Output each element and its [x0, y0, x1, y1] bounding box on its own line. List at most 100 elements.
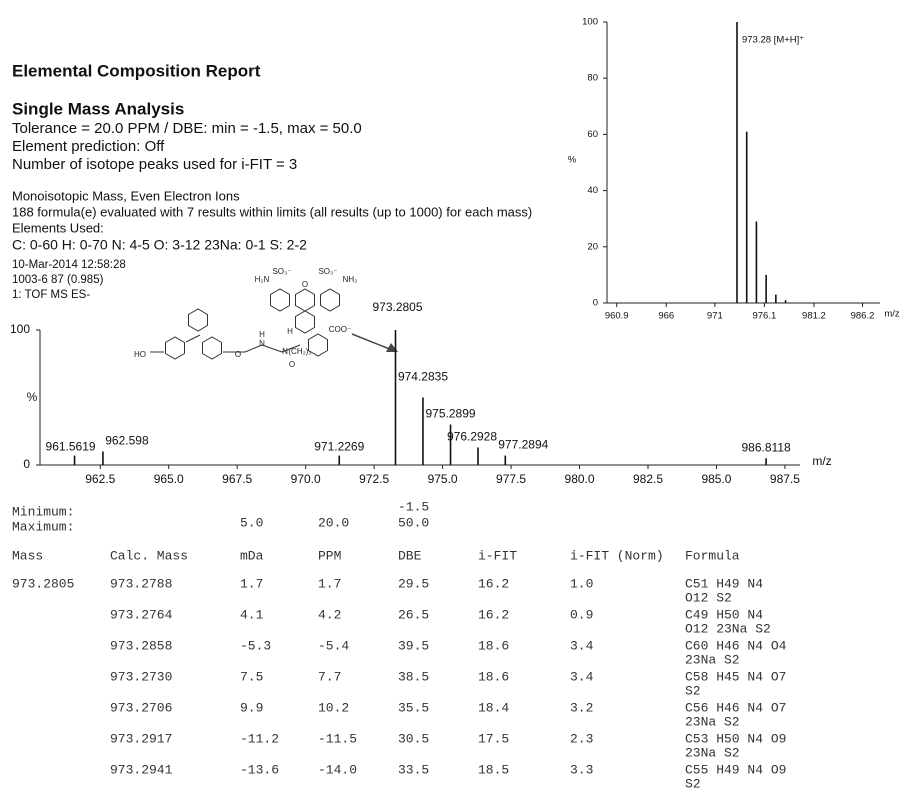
table-cell: 26.5: [398, 607, 429, 622]
section-title: Single Mass Analysis: [12, 99, 184, 118]
table-cell: 9.9: [240, 700, 263, 715]
column-header: PPM: [318, 548, 341, 563]
report-title: Elemental Composition Report: [12, 61, 261, 80]
bond: [185, 334, 201, 343]
max-value: 5.0: [240, 515, 263, 530]
x-tick-label: 981.2: [802, 311, 826, 322]
x-tick-label: 985.0: [701, 472, 731, 486]
table-cell: 18.5: [478, 762, 509, 777]
table-cell: 2.3: [570, 731, 593, 746]
formula-line: O12 23Na S2: [685, 621, 771, 636]
table-cell: 29.5: [398, 576, 429, 591]
x-axis-label: m/z: [884, 309, 900, 320]
molecule-structure: [150, 288, 340, 360]
column-header: Calc. Mass: [110, 548, 188, 563]
structure-label: N: [282, 347, 288, 356]
ring: [320, 288, 340, 312]
y-tick-label: 0: [23, 457, 30, 471]
peak-label: 961.5619: [46, 440, 96, 454]
x-tick-label: 960.9: [605, 311, 629, 322]
x-tick-label: 982.5: [633, 472, 663, 486]
table-cell: 17.5: [478, 731, 509, 746]
formula-line: 23Na S2: [685, 714, 740, 729]
formula-line: S2: [685, 683, 701, 698]
table-cell: 18.6: [478, 638, 509, 653]
x-tick-label: 980.0: [565, 472, 595, 486]
x-tick-label: 972.5: [359, 472, 389, 486]
x-tick-label: 987.5: [770, 472, 800, 486]
y-axis-label: %: [568, 155, 577, 166]
peak-label: 977.2894: [498, 438, 548, 452]
table-cell: -11.5: [318, 731, 357, 746]
table-cell: 35.5: [398, 700, 429, 715]
x-tick-label: 976.1: [752, 311, 776, 322]
min-label: Minimum:: [12, 504, 74, 519]
y-axis-label: %: [27, 390, 38, 404]
peak-label: 974.2835: [398, 370, 448, 384]
y-tick-label: 40: [587, 185, 598, 196]
table-cell: 16.2: [478, 607, 509, 622]
column-header: i-FIT (Norm): [570, 548, 664, 563]
y-tick-label: 100: [10, 322, 30, 336]
table-cell: 18.4: [478, 700, 509, 715]
run-line: 10-Mar-2014 12:58:28: [12, 259, 126, 271]
peak-label: 986.8118: [742, 440, 791, 454]
table-cell: 4.1: [240, 607, 264, 622]
column-header: Formula: [685, 548, 740, 563]
structure-label: SO₃⁻: [272, 267, 291, 276]
formula-line: 23Na S2: [685, 652, 740, 667]
table-cell: 33.5: [398, 762, 429, 777]
x-tick-label: 977.5: [496, 472, 526, 486]
ring: [202, 336, 222, 360]
column-header: i-FIT: [478, 548, 517, 563]
setting-line: Tolerance = 20.0 PPM / DBE: min = -1.5, …: [12, 120, 362, 137]
run-line: 1: TOF MS ES-: [12, 289, 90, 301]
info-line: Elements Used:: [12, 220, 104, 235]
x-tick-label: 975.0: [428, 472, 458, 486]
formula-line: C53 H50 N4 O9: [685, 731, 786, 746]
table-cell: 1.7: [240, 576, 263, 591]
table-cell: 973.2858: [110, 638, 172, 653]
table-cell: 3.3: [570, 762, 593, 777]
table-cell: -5.3: [240, 638, 271, 653]
bond: [261, 344, 283, 353]
structure-label: SO₃⁻: [318, 267, 337, 276]
y-tick-label: 0: [593, 298, 598, 309]
formula-line: C56 H46 N4 O7: [685, 700, 786, 715]
table-cell: -13.6: [240, 762, 279, 777]
peak-annotation: 973.28 [M+H]⁺: [742, 35, 804, 46]
peak-label: 975.2899: [426, 407, 476, 421]
table-cell: 973.2706: [110, 700, 172, 715]
table-cell: 1.7: [318, 576, 341, 591]
formula-line: 23Na S2: [685, 745, 740, 760]
peak-label: 976.2928: [447, 430, 497, 444]
structure-label: N: [259, 339, 265, 348]
x-tick-label: 970.0: [291, 472, 321, 486]
x-tick-label: 965.0: [154, 472, 184, 486]
table-cell: 3.2: [570, 700, 593, 715]
table-cell: 1.0: [570, 576, 593, 591]
max-value: 50.0: [398, 515, 429, 530]
run-line: 1003-6 87 (0.985): [12, 274, 104, 286]
y-tick-label: 20: [587, 241, 598, 252]
structure-label: H: [259, 330, 265, 339]
table-cell: 973.2730: [110, 669, 172, 684]
structure-label: COO⁻: [329, 325, 351, 334]
x-tick-label: 986.2: [851, 311, 875, 322]
structure-label: (CH₂)₃: [288, 347, 311, 356]
x-axis-label: m/z: [812, 454, 831, 468]
table-cell: 973.2941: [110, 762, 173, 777]
formula-line: S2: [685, 776, 701, 791]
formula-line: O12 S2: [685, 590, 732, 605]
x-tick-label: 967.5: [222, 472, 252, 486]
arrow: [351, 333, 393, 351]
table-cell: -5.4: [318, 638, 349, 653]
x-tick-label: 962.5: [85, 472, 115, 486]
ring: [295, 288, 315, 312]
peak-label: 962.598: [105, 434, 149, 448]
info-line: 188 formula(e) evaluated with 7 results …: [12, 204, 532, 219]
table-cell: 973.2788: [110, 576, 172, 591]
table-cell: -11.2: [240, 731, 279, 746]
formula-line: C60 H46 N4 O4: [685, 638, 787, 653]
y-tick-label: 80: [587, 73, 598, 84]
